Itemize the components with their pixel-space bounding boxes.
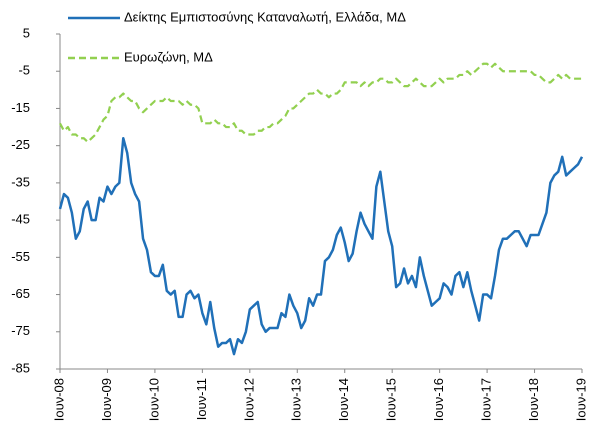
y-tick-label: -15 <box>11 100 30 115</box>
legend-label: Ευρωζώνη, ΜΔ <box>124 49 213 64</box>
data-line <box>59 62 582 144</box>
legend-label: Δείκτης Εμπιστοσύνης Καταναλωτή, Ελλάδα,… <box>124 9 406 24</box>
y-tick-label: -35 <box>11 174 30 189</box>
x-tick-label: Ιουν-15 <box>384 378 399 421</box>
y-tick-label: 5 <box>23 25 30 40</box>
x-tick-label: Ιουν-16 <box>431 378 446 421</box>
y-tick-label: -65 <box>11 286 30 301</box>
x-tick-label: Ιουν-14 <box>336 378 351 421</box>
x-tick-label: Ιουν-13 <box>289 378 304 421</box>
x-tick-label: Ιουν-17 <box>479 378 494 421</box>
x-tick-label: Ιουν-11 <box>194 378 209 420</box>
y-tick-label: -45 <box>11 212 30 227</box>
y-tick-label: -55 <box>11 249 30 264</box>
x-tick-label: Ιουν-10 <box>146 378 161 421</box>
x-tick-label: Ιουν-08 <box>51 378 66 421</box>
y-tick-label: -85 <box>11 360 30 375</box>
x-tick-label: Ιουν-19 <box>573 378 588 421</box>
x-tick-label: Ιουν-18 <box>526 378 541 421</box>
y-tick-label: -75 <box>11 323 30 338</box>
data-line <box>58 136 584 356</box>
x-tick-label: Ιουν-09 <box>99 378 114 421</box>
y-tick-label: -5 <box>18 63 30 78</box>
y-tick-label: -25 <box>11 137 30 152</box>
x-tick-label: Ιουν-12 <box>241 378 256 421</box>
